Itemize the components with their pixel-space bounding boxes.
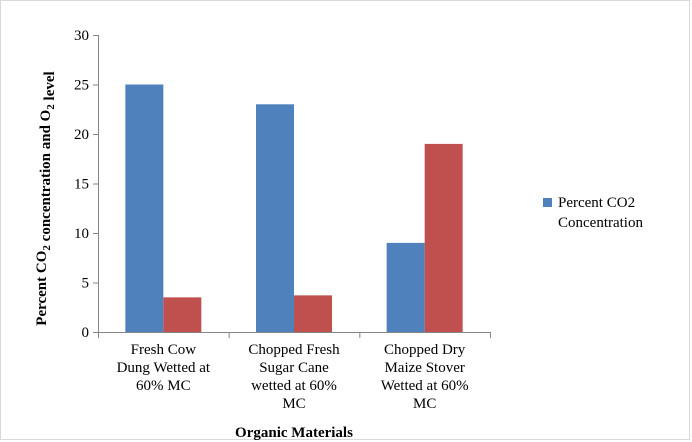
x-axis-ticks [98, 332, 491, 338]
y-tick-label: 0 [82, 325, 90, 341]
legend-label: Percent CO2 Concentration [558, 195, 643, 231]
legend: Percent CO2 Concentration [543, 195, 643, 231]
legend-swatch [543, 198, 552, 207]
bar-series-1-cat-1 [125, 84, 164, 332]
y-axis-ticks: 0 5 10 15 20 25 30 [74, 28, 98, 341]
y-tick-label: 5 [82, 276, 90, 292]
y-axis-title: Percent CO2 concentration and O2 level [34, 71, 58, 325]
bar-series-2-cat-3 [424, 143, 463, 332]
y-tick-label: 15 [74, 177, 89, 193]
category-label: Chopped Dry Maize Stover Wetted at 60% MC [381, 342, 469, 412]
bar-series-2-cat-2 [294, 295, 332, 332]
category-label: Fresh Cow Dung Wetted at 60% MC [117, 342, 211, 394]
x-axis-title: Organic Materials [235, 425, 353, 441]
y-tick-label: 20 [74, 127, 89, 143]
bars [125, 84, 463, 332]
category-label: Chopped Fresh Sugar Cane wetted at 60% MC [248, 342, 340, 412]
y-tick-label: 30 [74, 28, 89, 44]
y-tick-label: 25 [74, 78, 89, 94]
category-labels: Fresh Cow Dung Wetted at 60% MC Chopped Fre… [117, 342, 469, 412]
bar-series-1-cat-3 [386, 242, 425, 332]
y-tick-label: 10 [74, 226, 89, 242]
bar-series-2-cat-1 [163, 297, 202, 332]
bar-series-1-cat-2 [256, 104, 294, 332]
